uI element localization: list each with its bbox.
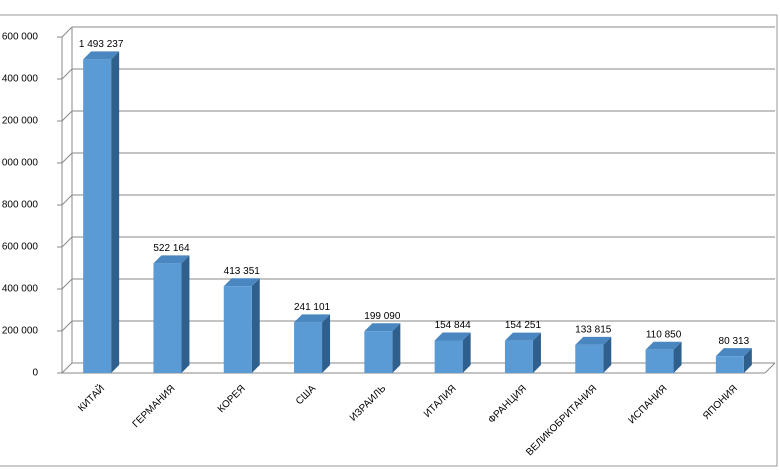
bar-front <box>153 263 182 373</box>
bar-side <box>392 323 401 373</box>
bar-side <box>251 278 260 373</box>
bar-side <box>532 332 541 373</box>
bar <box>223 278 260 373</box>
x-tick-label: ИСПАНИЯ <box>626 383 669 426</box>
y-tick-label: 600 000 <box>2 242 39 253</box>
y-tick-label: 0 <box>32 368 38 379</box>
grid-side <box>61 194 73 206</box>
grid-side <box>61 110 73 122</box>
grid-side <box>61 362 73 374</box>
bar-front <box>223 286 252 373</box>
bar <box>645 341 682 373</box>
bar-front <box>575 344 604 373</box>
bar-front <box>294 322 323 373</box>
value-label: 413 351 <box>224 266 261 277</box>
x-tick-label: ФРАНЦИЯ <box>486 383 529 426</box>
bar-side <box>322 314 331 373</box>
bar <box>364 323 401 373</box>
x-tick-label: ГЕРМАНИЯ <box>131 383 178 430</box>
y-tick-label: 800 000 <box>2 200 39 211</box>
bar <box>83 51 120 374</box>
bar-front <box>364 331 393 373</box>
bar-side <box>743 348 752 373</box>
bar-side <box>181 255 190 373</box>
bar-top <box>83 51 120 60</box>
bar-front <box>715 356 744 373</box>
bar <box>575 336 612 373</box>
bar <box>294 314 331 373</box>
value-label: 241 101 <box>294 302 331 313</box>
bar-top <box>294 314 331 323</box>
x-tick-label: ИТАЛИЯ <box>422 383 459 420</box>
bar-front <box>434 340 463 373</box>
value-label: 522 164 <box>153 243 190 254</box>
floor-right <box>764 362 776 374</box>
chart-border <box>0 14 778 467</box>
bar-top <box>223 278 260 287</box>
grid-side <box>61 26 73 38</box>
grid-side <box>61 236 73 248</box>
x-tick-label: ВЕЛИКОБРИТАНИЯ <box>524 383 599 458</box>
value-label: 1 493 237 <box>79 39 124 50</box>
bar-side <box>673 341 682 373</box>
y-tick-label: 400 000 <box>2 284 39 295</box>
y-tick-label: 1 000 000 <box>0 158 38 169</box>
bar <box>715 348 752 373</box>
bar-top <box>434 332 471 341</box>
value-label: 110 850 <box>646 329 682 340</box>
y-tick-label: 1 600 000 <box>0 32 38 43</box>
bar-side <box>111 51 120 374</box>
x-tick-label: КОРЕЯ <box>216 383 248 415</box>
value-label: 80 313 <box>719 336 750 347</box>
x-tick-label: ИЗРАИЛЬ <box>348 383 389 424</box>
value-label: 154 844 <box>435 320 472 331</box>
bar-front <box>504 340 533 373</box>
bar-front <box>645 349 674 373</box>
value-label: 199 090 <box>364 311 401 322</box>
bar-side <box>603 336 612 373</box>
x-tick-label: США <box>294 383 318 407</box>
bar <box>153 255 190 373</box>
bar-top <box>715 348 752 357</box>
grid-side <box>61 68 73 80</box>
grid-side <box>61 320 73 332</box>
bar-top <box>504 332 541 341</box>
bar-top <box>364 323 401 332</box>
bar-top <box>153 255 190 264</box>
grid-side <box>61 278 73 290</box>
bar-side <box>462 332 471 373</box>
bar <box>504 332 541 373</box>
y-tick-label: 200 000 <box>2 326 39 337</box>
x-tick-label: ЯПОНИЯ <box>701 383 740 422</box>
value-label: 154 251 <box>505 320 542 331</box>
grid-side <box>61 152 73 164</box>
x-tick-label: КИТАЙ <box>75 382 107 414</box>
value-label: 133 815 <box>575 325 612 336</box>
y-tick-label: 1 400 000 <box>0 74 38 85</box>
bar <box>434 332 471 373</box>
bar-top <box>575 336 612 345</box>
y-tick-label: 1 200 000 <box>0 116 38 127</box>
bar-top <box>645 341 682 350</box>
bar-front <box>83 59 112 374</box>
